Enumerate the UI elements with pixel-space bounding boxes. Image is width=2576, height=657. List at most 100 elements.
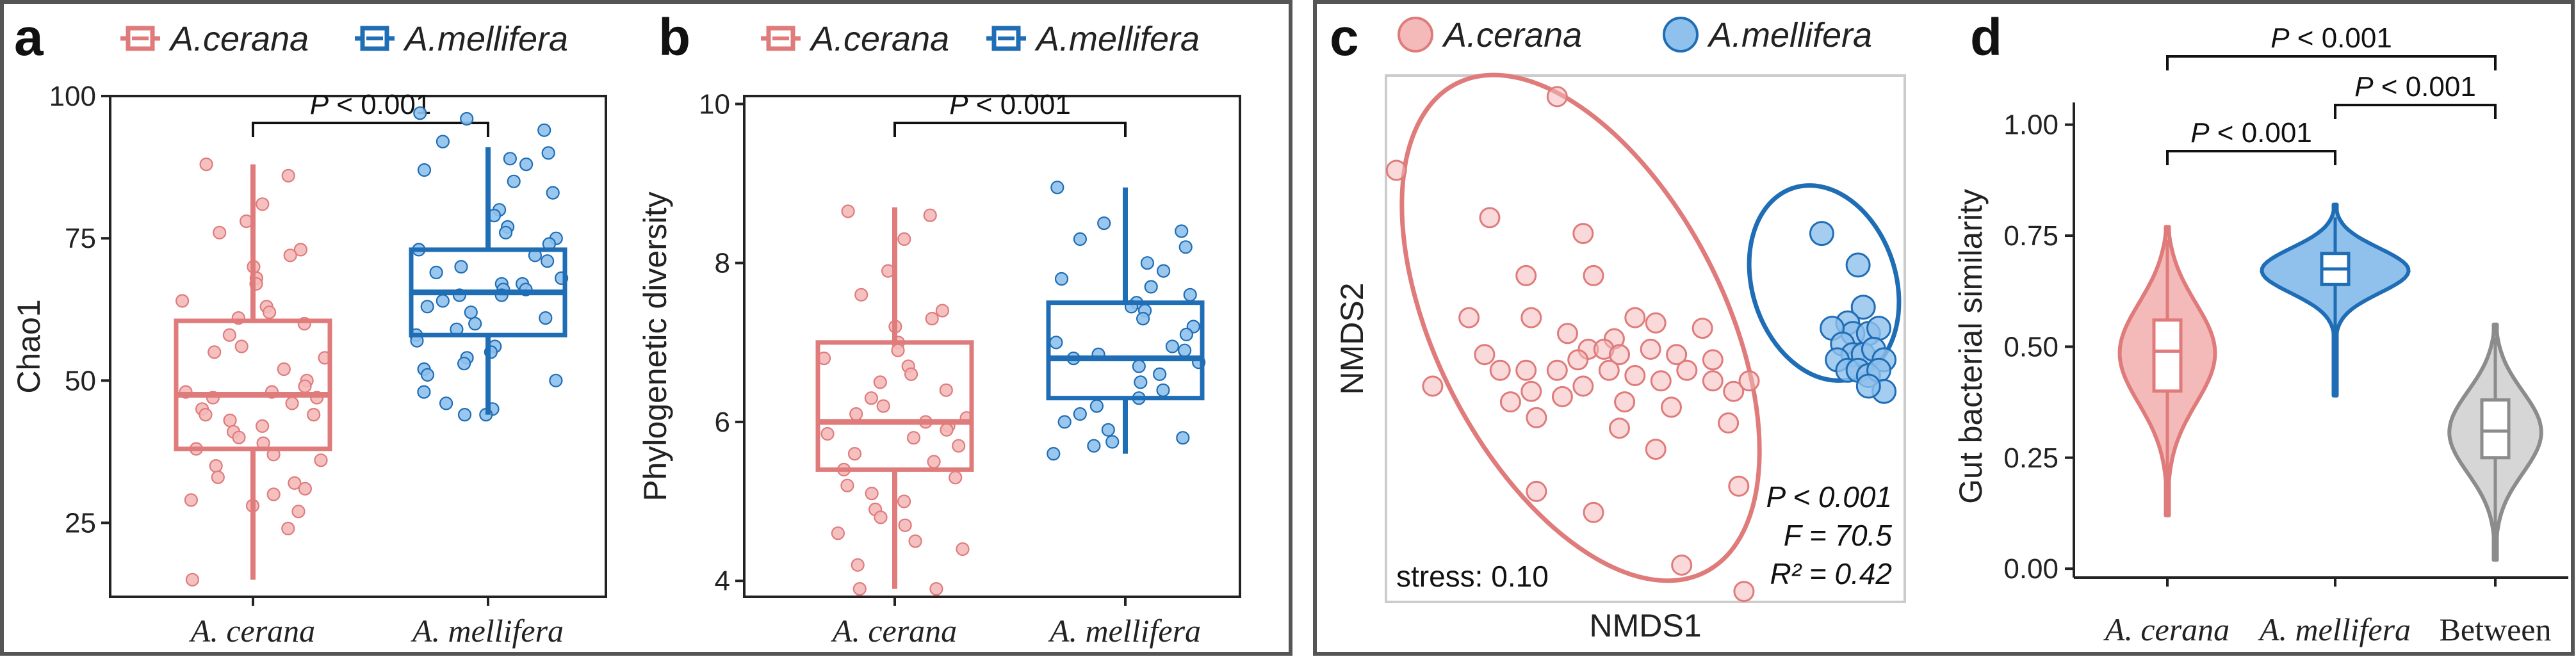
nmds-point-cerana (1718, 412, 1740, 434)
panel-b-chart: Phylogenetic diversity 4 6 8 10 A. cerana A.… (637, 88, 1241, 649)
data-point (908, 534, 922, 548)
x-category-label: A. mellifera (411, 613, 564, 649)
plot-frame-a (109, 95, 607, 598)
r2-annotation-c: R² = 0.42 (1770, 557, 1893, 590)
data-point (291, 505, 306, 519)
data-point (1165, 339, 1180, 353)
boxplot-mellifera (409, 147, 567, 415)
data-point (1179, 327, 1194, 342)
y-axis-title-c: NMDS2 (1334, 282, 1370, 394)
box-iqr (815, 340, 974, 472)
data-point (1089, 399, 1104, 413)
data-point (420, 300, 434, 314)
data-point (281, 168, 295, 182)
panel-label-a: a (14, 8, 44, 67)
panel-label-d: d (1970, 8, 2002, 67)
significance-bracket (252, 122, 489, 137)
legend-swatch-cerana-b (761, 26, 801, 51)
nmds-point-mellifera (1809, 221, 1834, 247)
data-point (854, 288, 868, 302)
nmds-point-cerana (1738, 370, 1760, 392)
nmds-point-cerana (1609, 344, 1630, 366)
data-point (283, 248, 297, 263)
data-point (185, 572, 199, 587)
box-iqr (1046, 300, 1205, 401)
y-tick-label: 0.00 (2003, 553, 2058, 585)
data-point (940, 423, 954, 437)
plot-frame-c (1385, 74, 1906, 603)
legend-panel-b: A.cerana A.mellifera (761, 20, 1200, 58)
nmds-point-cerana (1567, 349, 1589, 371)
significance-label: P < 0.001 (2190, 117, 2312, 149)
data-point (537, 123, 551, 137)
y-tick-label: 6 (715, 407, 730, 438)
nmds-point-cerana (1645, 312, 1667, 334)
data-point (199, 158, 213, 172)
nmds-point-cerana (1557, 323, 1578, 345)
x-category-label: A. mellifera (2258, 612, 2411, 647)
legend-panel-a: A.cerana A.mellifera (120, 20, 568, 58)
nmds-point-cerana (1515, 264, 1537, 286)
nmds-point-mellifera (1845, 252, 1871, 278)
data-point (413, 106, 427, 120)
nmds-point-cerana (1728, 475, 1750, 497)
f-annotation-c: F = 70.5 (1784, 519, 1893, 552)
panel-a-chart: Chao1 25 50 75 100 A. cerana A. mellifera P … (11, 81, 607, 649)
violin-between (2447, 322, 2543, 562)
x-category-label: A. cerana (831, 613, 957, 649)
boxplot-cerana (815, 207, 974, 589)
y-tick-label: 0.25 (2003, 442, 2058, 474)
data-point (285, 396, 299, 410)
y-axis-title-d: Gut bacterial similarity (1953, 189, 1989, 504)
nmds-point-cerana (1583, 501, 1604, 523)
nmds-point-cerana (1474, 344, 1496, 366)
x-axis-title-c: NMDS1 (1589, 608, 1701, 644)
nmds-point-cerana (1526, 407, 1547, 428)
data-point (927, 455, 941, 469)
data-point (851, 558, 865, 572)
significance-bracket (893, 122, 1127, 137)
data-point (175, 294, 190, 308)
nmds-point-cerana (1671, 555, 1693, 576)
data-point (949, 471, 963, 485)
nmds-point-cerana (1458, 307, 1480, 328)
legend-swatch-cerana-c (1398, 17, 1433, 53)
violin-mellifera (2260, 202, 2411, 398)
data-point (307, 407, 321, 422)
panel-c-chart: NMDS2 NMDS1 stress: 0.10 P < 0.001 F = 7… (1334, 72, 1906, 644)
data-point (1105, 435, 1120, 449)
panel-d-chart: Gut bacterial similarity 0.00 0.25 0.50 0.7… (1953, 22, 2568, 647)
x-category-label: Between (2440, 612, 2552, 647)
data-point (541, 146, 555, 160)
data-point (849, 407, 863, 421)
significance-label: P < 0.001 (310, 89, 432, 120)
nmds-point-mellifera (1850, 295, 1876, 320)
legend-label-cerana-a: A.cerana (168, 20, 309, 58)
nmds-point-cerana (1702, 349, 1724, 371)
nmds-point-cerana (1614, 391, 1636, 413)
nmds-point-cerana (1609, 418, 1630, 439)
data-point (1057, 415, 1072, 429)
significance-p-italic: P (2354, 71, 2374, 102)
data-point (820, 426, 835, 441)
data-point (314, 453, 328, 467)
nmds-point-cerana (1723, 380, 1745, 402)
x-category-label: A. cerana (2103, 612, 2230, 647)
data-point (831, 526, 845, 540)
nmds-point-cerana (1526, 480, 1547, 502)
violin-inner-box (2152, 318, 2183, 393)
data-point (1073, 232, 1088, 246)
y-tick-label: 10 (699, 88, 730, 120)
nmds-point-cerana (1676, 359, 1698, 381)
y-tick-label: 4 (715, 565, 730, 597)
nmds-point-cerana (1598, 359, 1620, 381)
legend-swatch-mellifera-c (1663, 17, 1699, 53)
data-point (277, 362, 291, 377)
y-tick-label: 8 (715, 248, 730, 279)
data-point (436, 294, 450, 308)
data-point (1140, 256, 1155, 270)
data-point (1175, 224, 1189, 238)
data-point (897, 494, 911, 508)
nmds-point-cerana (1422, 375, 1444, 397)
y-tick-label: 1.00 (2003, 110, 2058, 141)
